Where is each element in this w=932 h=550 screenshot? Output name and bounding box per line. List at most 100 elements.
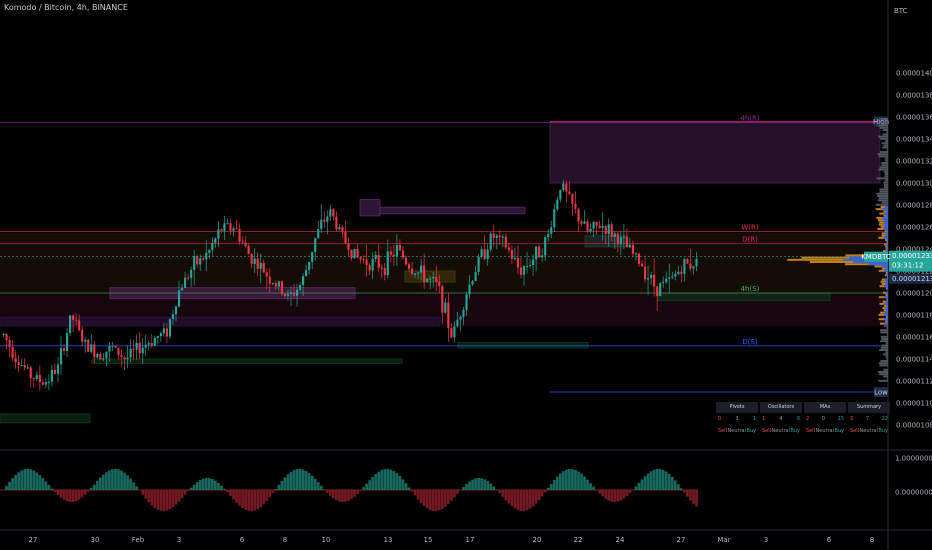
osc-bar xyxy=(171,490,175,508)
profile-bin xyxy=(884,179,888,182)
osc-bar xyxy=(8,481,11,490)
zone-box-7 xyxy=(0,413,91,424)
candles-group xyxy=(2,179,698,391)
candle-body xyxy=(50,370,53,382)
osc-bar xyxy=(619,490,623,501)
time-label-6: 10 xyxy=(322,536,331,544)
osc-tick-0: 1.0000000 xyxy=(895,455,932,463)
signal-count: 7 xyxy=(865,416,869,422)
candle-body xyxy=(459,316,462,320)
osc-bar xyxy=(610,490,614,502)
osc-bar xyxy=(380,470,384,490)
signal-label: Sell xyxy=(850,428,860,434)
candle-body xyxy=(126,357,129,360)
candle-body xyxy=(492,233,495,238)
time-label-2: Feb xyxy=(132,536,145,544)
signal-count: 2 xyxy=(806,416,810,422)
profile-bin xyxy=(882,129,888,131)
osc-bar xyxy=(477,478,480,490)
osc-bar xyxy=(232,490,235,500)
osc-bar xyxy=(292,470,296,490)
osc-bar xyxy=(120,470,123,490)
candle-body xyxy=(498,235,501,237)
zone-box-1 xyxy=(359,199,381,217)
osc-bar xyxy=(549,483,553,490)
profile-bin-va xyxy=(883,318,888,321)
profile-bin xyxy=(878,379,888,382)
candle-body xyxy=(262,262,265,273)
profile-bin xyxy=(881,122,888,125)
osc-bar xyxy=(235,490,238,503)
candle-body xyxy=(286,293,290,296)
osc-bar xyxy=(335,490,338,501)
profile-bin-va xyxy=(884,221,888,224)
osc-bar xyxy=(108,470,111,490)
profile-bin-va xyxy=(886,274,888,277)
candle-body xyxy=(129,348,132,358)
osc-bar xyxy=(543,490,547,493)
osc-bar xyxy=(301,469,305,490)
candle-body xyxy=(601,226,604,228)
signal-group-title: Oscillators xyxy=(760,402,802,413)
time-label-8: 15 xyxy=(424,536,433,544)
profile-bin xyxy=(879,302,888,305)
osc-bar xyxy=(446,490,450,504)
candle-body xyxy=(317,229,320,238)
level-tag-bg-high xyxy=(874,116,888,127)
candle-body xyxy=(308,261,311,270)
profile-bin-va xyxy=(884,302,888,305)
osc-bar xyxy=(310,475,314,490)
candle-body xyxy=(14,358,17,363)
profile-bin xyxy=(801,256,888,259)
osc-bar xyxy=(195,482,199,490)
candle-body xyxy=(583,221,586,224)
osc-bar xyxy=(425,490,429,509)
osc-bar xyxy=(695,490,698,507)
candle-body xyxy=(647,277,650,280)
candle-body xyxy=(532,259,535,266)
osc-bar xyxy=(616,490,620,502)
signal-count: 6 xyxy=(796,416,800,422)
profile-bin-va xyxy=(886,230,888,233)
candle-body xyxy=(87,339,90,352)
osc-bar xyxy=(552,480,556,490)
profile-bin-va xyxy=(852,261,888,263)
candle-body xyxy=(295,289,299,296)
candle-body xyxy=(686,258,689,264)
profile-bin xyxy=(877,219,888,222)
candle-body xyxy=(123,357,126,360)
candle-body xyxy=(653,274,656,287)
candle-body xyxy=(574,203,577,209)
osc-bar xyxy=(280,480,284,490)
osc-bar xyxy=(356,490,359,494)
osc-bar xyxy=(410,490,414,492)
candle-body xyxy=(75,319,78,321)
profile-bin xyxy=(880,118,888,120)
osc-bar xyxy=(558,473,562,490)
profile-bin-va xyxy=(883,269,888,272)
candle-body xyxy=(444,302,447,313)
candle-body xyxy=(253,258,256,264)
osc-bar xyxy=(492,486,496,490)
osc-bar xyxy=(129,478,132,490)
profile-bin-va xyxy=(887,287,888,290)
candle-body xyxy=(159,333,162,337)
candle-body xyxy=(414,273,417,275)
osc-bar xyxy=(38,475,42,490)
profile-bin xyxy=(880,137,888,140)
osc-bar xyxy=(383,469,387,490)
oscillator-bars xyxy=(5,468,698,512)
osc-bar xyxy=(114,468,117,490)
profile-bin xyxy=(882,307,888,310)
candle-body xyxy=(656,286,659,297)
profile-bin-va xyxy=(885,214,888,217)
osc-bar xyxy=(453,490,456,498)
candle-body xyxy=(353,248,356,259)
osc-bar xyxy=(419,490,423,504)
osc-bar xyxy=(413,490,417,496)
signal-label: Buy xyxy=(746,428,756,434)
profile-bin xyxy=(878,135,888,138)
